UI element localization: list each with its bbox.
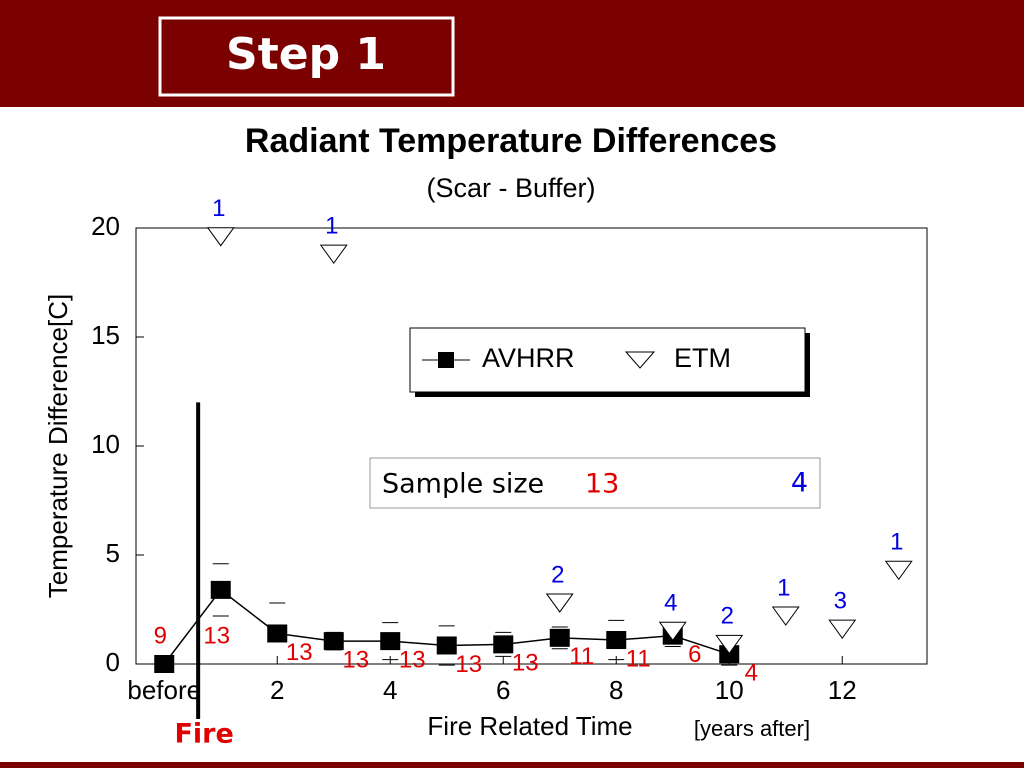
data-point xyxy=(436,636,457,655)
header-band xyxy=(0,0,1024,107)
data-point xyxy=(267,624,288,643)
x-tick-label: 8 xyxy=(609,675,623,705)
data-point xyxy=(771,606,800,626)
legend xyxy=(409,327,806,393)
data-point xyxy=(323,632,344,651)
x-tick-label: before xyxy=(127,675,201,705)
sample-size-label: 1 xyxy=(212,195,225,222)
data-point xyxy=(884,560,913,581)
data-point xyxy=(319,244,348,265)
y-tick-label: 15 xyxy=(91,320,120,350)
chart-subtitle: (Scar - Buffer) xyxy=(426,173,595,203)
footer-band xyxy=(0,762,1024,768)
sample-size-label: Sample size xyxy=(382,469,544,500)
x-axis-note: [years after] xyxy=(694,716,810,741)
sample-size-label: 13 xyxy=(203,622,230,649)
data-point xyxy=(206,227,235,247)
y-axis-label: Temperature Difference[C] xyxy=(43,294,73,598)
sample-size-label: 13 xyxy=(342,646,369,673)
sample-size-label: 4 xyxy=(745,660,758,687)
sample-size-label: 6 xyxy=(688,641,701,668)
sample-size-label: 11 xyxy=(569,643,594,670)
sample-size-label: 1 xyxy=(325,213,338,240)
data-point xyxy=(545,593,574,613)
chart-title: Radiant Temperature Differences xyxy=(245,122,777,160)
x-tick-label: 12 xyxy=(828,675,857,705)
x-tick-label: 4 xyxy=(383,675,397,705)
data-point xyxy=(658,621,687,642)
data-point xyxy=(549,628,570,647)
data-point xyxy=(210,580,231,599)
legend-label: AVHRR xyxy=(482,343,575,373)
y-tick-label: 5 xyxy=(106,538,120,568)
sample-size-label: 1 xyxy=(777,574,790,601)
sample-size-label: 11 xyxy=(626,645,651,672)
y-tick-label: 0 xyxy=(106,647,120,677)
sample-size-label: 13 xyxy=(512,650,539,677)
sample-size-label: 3 xyxy=(834,587,847,614)
sample-size-label: 9 xyxy=(154,622,167,649)
x-axis-label: Fire Related Time xyxy=(427,711,632,741)
data-point xyxy=(493,635,514,654)
sample-size-label: 2 xyxy=(721,603,734,630)
data-point xyxy=(606,631,627,650)
sample-size-avhrr: 13 xyxy=(585,469,619,500)
sample-size-label: 1 xyxy=(890,529,903,556)
sample-size-label: 13 xyxy=(399,646,426,673)
legend-marker xyxy=(438,352,454,368)
data-point xyxy=(154,655,175,673)
x-tick-label: 2 xyxy=(270,675,284,705)
fire-label: Fire xyxy=(174,719,233,750)
slide-title: Step 1 xyxy=(226,29,386,80)
x-tick-label: 10 xyxy=(715,675,744,705)
data-point xyxy=(828,619,857,639)
sample-size-etm: 4 xyxy=(791,468,808,499)
header-box xyxy=(158,16,455,97)
plot-frame xyxy=(135,227,928,665)
x-tick-label: 6 xyxy=(496,675,510,705)
data-point xyxy=(380,632,401,651)
legend-marker xyxy=(624,351,656,369)
y-tick-label: 10 xyxy=(91,429,120,459)
sample-size-label: 2 xyxy=(551,561,564,588)
sample-size-label: 4 xyxy=(664,590,677,617)
sample-size-box xyxy=(369,457,821,509)
sample-size-label: 13 xyxy=(455,651,482,678)
y-tick-label: 20 xyxy=(91,211,120,241)
data-point xyxy=(715,634,744,655)
sample-size-label: 13 xyxy=(286,639,313,666)
legend-label: ETM xyxy=(674,343,731,373)
